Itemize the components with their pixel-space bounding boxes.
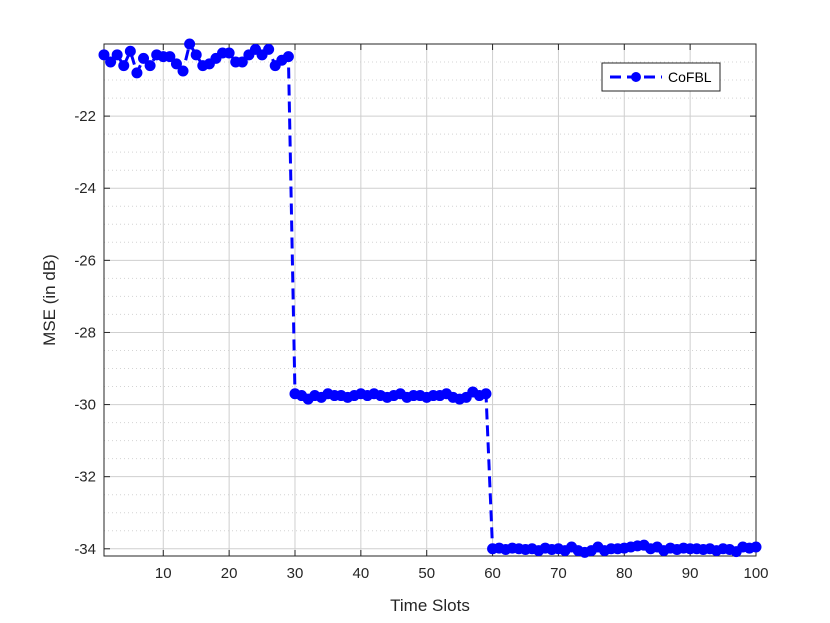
- y-tick-label: -34: [74, 541, 96, 558]
- data-point: [184, 38, 196, 50]
- data-point: [105, 56, 117, 68]
- data-point: [124, 45, 136, 57]
- data-point: [118, 60, 130, 72]
- x-tick-label: 10: [155, 565, 172, 582]
- data-point: [144, 60, 156, 72]
- data-point: [177, 65, 189, 77]
- data-point: [750, 541, 762, 553]
- data-point: [131, 67, 143, 79]
- x-tick-label: 60: [484, 565, 501, 582]
- data-point: [263, 43, 275, 55]
- x-tick-label: 70: [550, 565, 567, 582]
- legend: CoFBL: [601, 62, 721, 92]
- data-point: [190, 49, 202, 61]
- legend-label: CoFBL: [668, 69, 712, 85]
- y-tick-label: -30: [74, 397, 96, 414]
- data-point: [138, 52, 150, 64]
- data-point: [111, 49, 123, 61]
- y-tick-label: -24: [74, 180, 96, 197]
- x-tick-label: 90: [682, 565, 699, 582]
- data-point: [164, 51, 176, 63]
- data-point: [480, 388, 492, 400]
- y-axis-label: MSE (in dB): [40, 254, 59, 346]
- y-tick-label: -32: [74, 469, 96, 486]
- legend-marker: [631, 72, 641, 82]
- y-tick-label: -22: [74, 108, 96, 125]
- y-tick-label: -26: [74, 252, 96, 269]
- axes: 10 20 30 40 50 60 70 80 90 100 -22 -24 -26 -28 -30 -32 -…: [74, 43, 769, 582]
- data-point: [236, 56, 248, 68]
- data-point: [170, 58, 182, 70]
- x-tick-label: 80: [616, 565, 633, 582]
- x-tick-label: 100: [743, 565, 768, 582]
- data-point: [282, 51, 294, 63]
- x-tick-label: 20: [221, 565, 238, 582]
- plot-area: [104, 44, 756, 556]
- x-tick-label: 40: [353, 565, 370, 582]
- data-point: [98, 49, 110, 61]
- data-layer: [98, 38, 762, 558]
- y-tick-label: -28: [74, 324, 96, 341]
- x-axis-label: Time Slots: [390, 596, 470, 615]
- x-tick-label: 50: [418, 565, 435, 582]
- data-point: [223, 47, 235, 59]
- axes-box: [103, 43, 757, 557]
- grid: [104, 44, 757, 556]
- x-tick-label: 30: [287, 565, 304, 582]
